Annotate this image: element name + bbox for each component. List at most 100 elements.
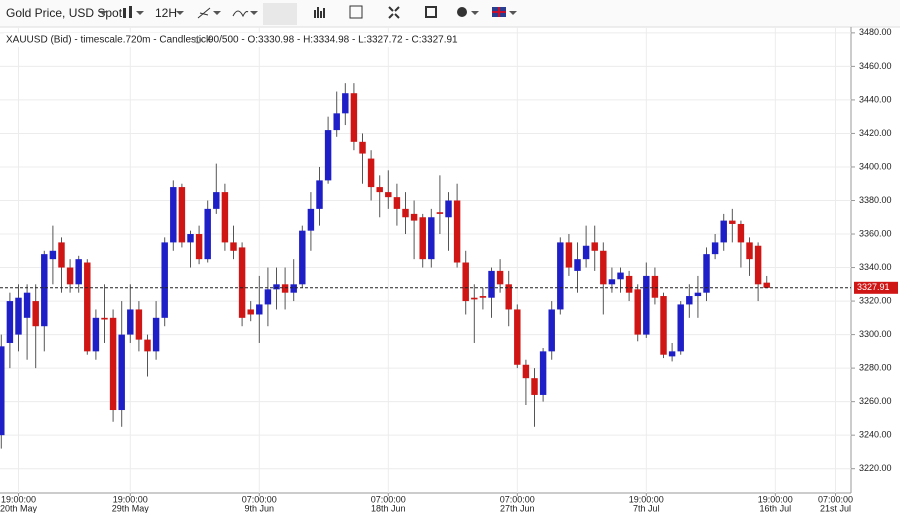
x-tick-label: 7th Jul xyxy=(633,503,660,513)
candle-body xyxy=(247,309,254,315)
candle-body xyxy=(539,351,547,395)
candle-body xyxy=(84,262,91,352)
volume-button[interactable] xyxy=(314,7,325,18)
candle-body xyxy=(393,197,401,209)
legend-bg xyxy=(4,33,452,47)
visibility-icon[interactable] xyxy=(194,36,202,44)
fullscreen-button[interactable] xyxy=(388,6,400,19)
candle-body xyxy=(92,317,100,352)
candle-body xyxy=(505,284,512,310)
candle-body xyxy=(66,267,74,285)
x-tick-label: 21st Jul xyxy=(820,503,851,513)
icon xyxy=(197,7,211,19)
x-tick-label: 07:00:00 xyxy=(818,494,853,504)
candle-body xyxy=(152,317,160,352)
candle-body xyxy=(58,242,65,268)
y-tick-label: 3320.00 xyxy=(859,295,892,305)
candle-body xyxy=(428,217,435,260)
candle-body xyxy=(6,301,14,343)
dropdown-arrow[interactable] xyxy=(176,11,184,15)
candle-body xyxy=(316,180,323,209)
candle-body xyxy=(651,275,659,298)
toolbar-bg xyxy=(0,0,900,27)
y-tick-label: 3380.00 xyxy=(859,195,892,205)
candle-body xyxy=(643,275,650,335)
candle-body xyxy=(763,282,770,288)
y-tick-label: 3420.00 xyxy=(859,128,892,138)
candle-body xyxy=(238,247,246,318)
candle-body xyxy=(256,304,263,315)
instrument-select[interactable]: Gold Price, USD Spot xyxy=(6,6,123,20)
candle-body xyxy=(23,292,31,318)
candle-body xyxy=(453,200,461,263)
dropdown-arrow xyxy=(213,11,221,15)
y-tick-label: 3260.00 xyxy=(859,396,892,406)
x-tick-label: 18th Jun xyxy=(371,503,406,513)
chart-subtitle: 90/500 - O:3330.98 - H:3334.98 - L:3327.… xyxy=(208,35,458,46)
x-tick-label: 19:00:00 xyxy=(758,494,793,504)
dropdown-arrow xyxy=(136,11,144,15)
fit-button[interactable] xyxy=(425,6,437,18)
dropdown-arrow xyxy=(250,11,258,15)
candle-body xyxy=(711,242,719,255)
candle-body xyxy=(342,93,349,114)
candle-body xyxy=(367,158,375,188)
candle-body xyxy=(376,187,383,193)
candle-body xyxy=(0,346,5,436)
candle-body xyxy=(144,339,151,352)
last-price-label: 3327.91 xyxy=(857,282,890,292)
period-select[interactable]: 12H xyxy=(155,6,177,20)
candle-body xyxy=(324,130,332,181)
candle-body xyxy=(729,220,736,224)
icon xyxy=(129,6,132,18)
candle-body xyxy=(582,245,590,260)
candle-body xyxy=(101,317,108,320)
icon xyxy=(123,8,126,18)
candle-body xyxy=(445,200,452,218)
draw-line-button[interactable] xyxy=(197,7,221,19)
candle-body xyxy=(565,242,573,268)
candle-body xyxy=(548,309,555,352)
x-tick-label: 19:00:00 xyxy=(629,494,664,504)
dropdown-arrow[interactable] xyxy=(99,11,107,15)
candle-body xyxy=(178,187,186,243)
candle-body xyxy=(299,230,306,285)
candle-body xyxy=(677,304,684,352)
indicator-button[interactable] xyxy=(232,10,258,18)
x-tick-label: 27th Jun xyxy=(500,503,535,513)
candle-body xyxy=(41,254,48,327)
y-tick-label: 3340.00 xyxy=(859,262,892,272)
disabled-button[interactable] xyxy=(263,3,297,25)
candle-body xyxy=(290,284,297,293)
candle-body xyxy=(410,213,418,221)
candle-body xyxy=(161,242,168,318)
candle-body xyxy=(436,212,444,214)
candle-body xyxy=(686,296,693,305)
candle-body xyxy=(737,223,745,243)
candle-body xyxy=(264,289,272,305)
candle-body xyxy=(307,208,315,231)
theme-button[interactable] xyxy=(457,7,479,17)
y-tick-label: 3440.00 xyxy=(859,94,892,104)
language-button[interactable] xyxy=(492,7,517,17)
candle-body xyxy=(608,279,616,285)
dropdown-arrow xyxy=(471,11,479,15)
plot: 3220.00 3240.00 3260.00 3280.00 3300.00 3320.… xyxy=(0,27,892,513)
y-tick-label: 3240.00 xyxy=(859,430,892,440)
candle-body xyxy=(574,259,581,271)
candle-body xyxy=(350,93,358,142)
candle-body xyxy=(531,378,538,395)
candle-body xyxy=(75,259,82,285)
layout-button[interactable] xyxy=(349,5,363,19)
icon xyxy=(232,10,249,18)
candle-body xyxy=(273,284,280,290)
candle-body xyxy=(359,141,366,154)
candle-body xyxy=(213,192,220,209)
x-tick-label: 19:00:00 xyxy=(1,494,36,504)
y-tick-label: 3480.00 xyxy=(859,27,892,37)
candle-body xyxy=(187,234,194,243)
x-tick-label: 9th Jun xyxy=(245,503,275,513)
chart-type-button[interactable] xyxy=(123,6,144,18)
